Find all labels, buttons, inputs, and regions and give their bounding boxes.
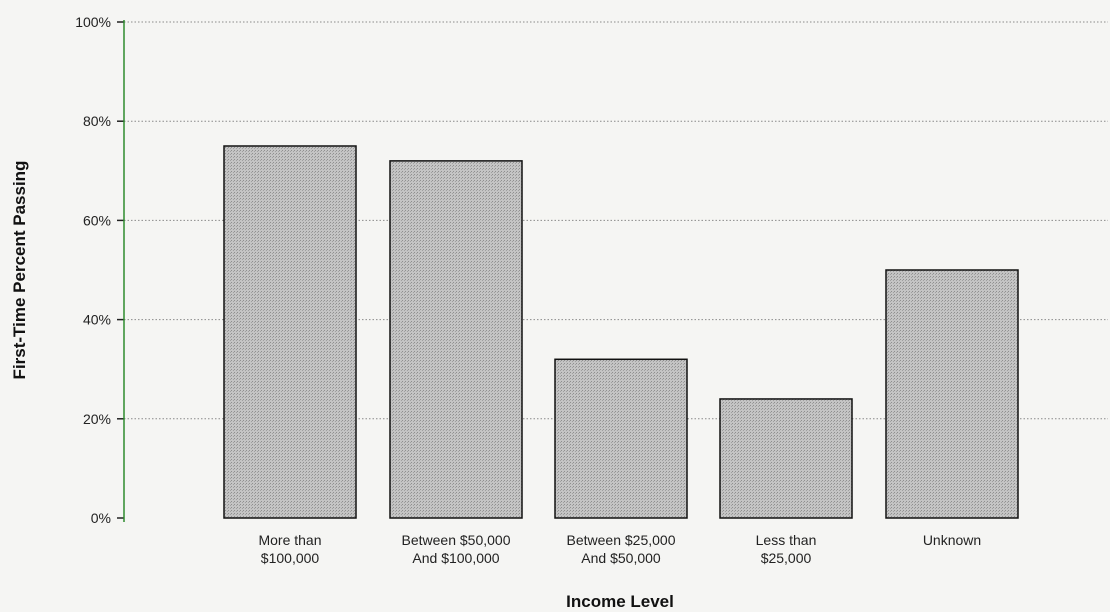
y-tick-label: 0% <box>91 510 111 526</box>
bar <box>223 145 357 519</box>
x-tick-label: More than $100,000 <box>258 532 321 566</box>
x-tick-label: Between $25,000 And $50,000 <box>567 532 676 566</box>
bar <box>885 269 1019 519</box>
x-tick-label: Between $50,000 And $100,000 <box>402 532 511 566</box>
bar <box>719 398 853 519</box>
y-tick-label: 80% <box>83 113 111 129</box>
y-tick-label: 40% <box>83 312 111 328</box>
axes <box>117 20 125 522</box>
labels: 0% 20% 40% 60% 80% 100% More than $100,000 Betwe… <box>75 14 981 566</box>
bars <box>223 145 1019 519</box>
y-tick-label: 100% <box>75 14 111 30</box>
x-axis-title: Income Level <box>566 592 674 611</box>
bar <box>389 160 523 519</box>
bar <box>554 358 688 519</box>
x-tick-label: Less than $25,000 <box>756 532 817 566</box>
x-tick-label: Unknown <box>923 532 981 548</box>
y-tick-label: 20% <box>83 411 111 427</box>
y-tick-label: 60% <box>83 212 111 228</box>
y-axis-title: First-Time Percent Passing <box>10 161 29 380</box>
